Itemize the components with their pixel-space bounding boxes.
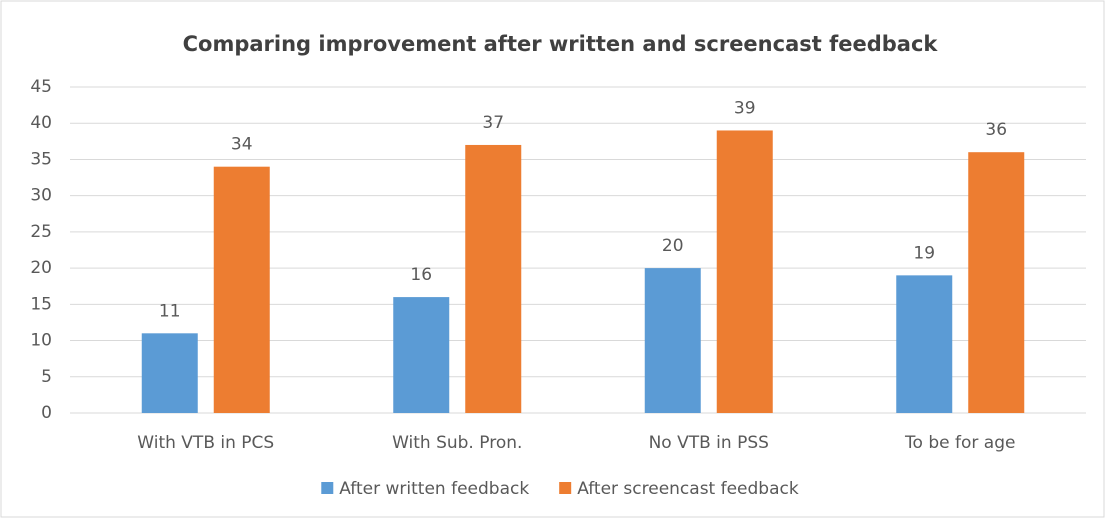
y-tick-label: 35 [30, 149, 52, 169]
x-tick-label: To be for age [904, 433, 1015, 453]
bar [465, 144, 522, 413]
bar [213, 166, 270, 413]
bar [968, 152, 1025, 413]
bar [716, 130, 773, 413]
data-label: 39 [734, 98, 756, 118]
y-tick-label: 5 [41, 367, 52, 387]
y-tick-label: 25 [30, 222, 52, 242]
data-label: 16 [410, 265, 432, 285]
chart-title: Comparing improvement after written and … [183, 32, 939, 56]
data-label: 20 [662, 236, 684, 256]
legend-label: After screencast feedback [577, 479, 799, 499]
data-label: 19 [913, 243, 935, 263]
x-tick-label: No VTB in PSS [649, 433, 769, 453]
y-tick-label: 20 [30, 258, 52, 278]
bar [393, 297, 450, 413]
bar [141, 333, 198, 413]
bar [896, 275, 953, 413]
x-tick-label: With Sub. Pron. [392, 433, 522, 453]
bar [644, 268, 701, 413]
data-label: 37 [482, 113, 504, 133]
y-tick-label: 40 [30, 113, 52, 133]
y-tick-label: 0 [41, 403, 52, 423]
legend-label: After written feedback [339, 479, 529, 499]
y-tick-label: 30 [30, 186, 52, 206]
data-label: 11 [159, 301, 181, 321]
data-label: 36 [985, 120, 1007, 140]
y-tick-label: 10 [30, 331, 52, 351]
legend-swatch [321, 482, 334, 494]
x-tick-label: With VTB in PCS [137, 433, 274, 453]
y-tick-label: 15 [30, 294, 52, 314]
legend-swatch [559, 482, 572, 494]
data-label: 34 [231, 135, 253, 155]
y-tick-label: 45 [30, 77, 52, 97]
